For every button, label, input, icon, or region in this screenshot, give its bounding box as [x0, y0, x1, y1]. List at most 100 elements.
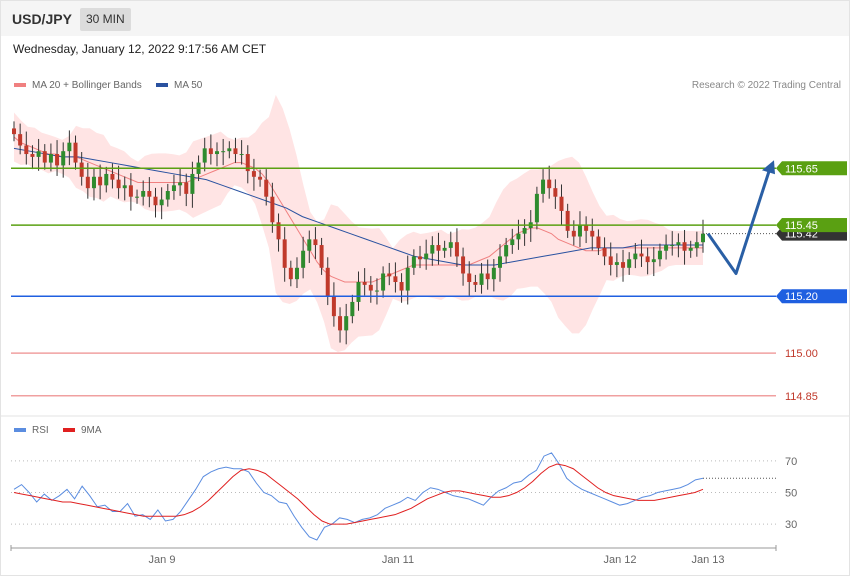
candle-body: [645, 256, 650, 263]
candle-body: [547, 179, 552, 189]
candle: [559, 184, 564, 225]
candle-body: [362, 282, 367, 285]
candle-body: [12, 128, 16, 135]
candle: [338, 307, 343, 343]
candle: [307, 230, 312, 263]
candle: [491, 258, 496, 292]
candle: [165, 183, 170, 207]
candle: [344, 303, 349, 345]
candle-body: [208, 148, 213, 155]
candle-body: [627, 259, 632, 268]
candle-body: [165, 191, 170, 200]
candle: [374, 278, 379, 305]
candle-body: [418, 256, 423, 260]
candle-body: [350, 301, 355, 317]
candle-body: [584, 225, 589, 231]
candle-body: [24, 145, 29, 155]
rsi-ma-swatch: [63, 428, 75, 433]
candle-body: [356, 282, 361, 302]
candle-body: [30, 154, 35, 157]
candle-body: [344, 316, 349, 331]
candle: [276, 213, 281, 252]
rsi-tick-70: 70: [785, 456, 797, 468]
candle: [381, 266, 386, 298]
candle: [221, 138, 226, 166]
candle: [467, 261, 472, 296]
candle: [202, 137, 207, 172]
candle: [73, 135, 78, 170]
candle-body: [448, 242, 453, 248]
candle-body: [55, 154, 60, 166]
candle-body: [442, 247, 447, 251]
candle-body: [307, 239, 312, 251]
candle-body: [473, 282, 478, 285]
candle: [676, 233, 681, 258]
candle: [651, 247, 656, 277]
rsi-ma-line: [13, 463, 704, 525]
candle-body: [153, 196, 158, 206]
candle: [682, 229, 687, 265]
candle: [116, 165, 121, 199]
candle: [122, 176, 127, 201]
candle-body: [159, 199, 164, 206]
candle: [534, 186, 539, 230]
candle: [411, 249, 416, 275]
candle-body: [541, 179, 546, 194]
candle-body: [381, 273, 386, 291]
candle-body: [73, 142, 78, 163]
level-label-114.85: 114.85: [785, 391, 818, 403]
candle: [393, 262, 398, 293]
candle: [645, 247, 650, 275]
candle-body: [577, 225, 582, 237]
candle-body: [67, 142, 72, 152]
candle: [454, 228, 459, 267]
candle-body: [497, 256, 502, 268]
candle-body: [694, 242, 699, 248]
candle: [590, 218, 595, 251]
candle: [442, 240, 447, 258]
candle-body: [393, 276, 398, 283]
candle: [288, 260, 293, 287]
candle-body: [688, 247, 693, 251]
candle-body: [559, 196, 564, 211]
candle-body: [294, 267, 299, 280]
candle: [565, 203, 570, 238]
candle-body: [178, 182, 183, 186]
time-axis: Jan 9 Jan 11 Jan 12 Jan 13: [10, 545, 777, 566]
candle: [436, 232, 441, 265]
candle: [399, 273, 404, 303]
candle: [541, 169, 546, 203]
legend-rsi-label: RSI: [32, 425, 49, 436]
candle: [504, 237, 509, 264]
candle: [448, 231, 453, 257]
rsi-line: [13, 452, 704, 541]
candle: [147, 177, 152, 208]
level-label-top-115.45: 115.45: [785, 220, 818, 232]
level-label-115.65: 115.65: [785, 163, 818, 175]
candle-body: [436, 245, 441, 251]
candle: [331, 282, 336, 327]
bollinger-band-area: [14, 94, 703, 352]
candle-body: [147, 191, 152, 197]
candle: [215, 142, 220, 167]
timeframe-badge[interactable]: 30 MIN: [80, 8, 131, 31]
candle: [602, 237, 607, 266]
candle: [547, 165, 552, 199]
candle-body: [608, 256, 613, 265]
time-tick-label: Jan 13: [691, 554, 724, 566]
candle: [688, 240, 693, 258]
candle-body: [461, 256, 466, 274]
candle: [608, 242, 613, 276]
candle: [171, 174, 176, 200]
candle: [61, 142, 66, 178]
credit-text: Research © 2022 Trading Central: [691, 80, 841, 91]
candle: [153, 187, 158, 218]
candle: [694, 231, 699, 257]
candle-body: [682, 242, 687, 251]
candle-body: [184, 182, 189, 194]
candle-body: [534, 193, 539, 223]
candle-body: [122, 185, 127, 189]
bollinger-bands: [14, 94, 703, 352]
currency-pair-title: USD/JPY: [12, 11, 72, 27]
candle-body: [485, 273, 490, 280]
